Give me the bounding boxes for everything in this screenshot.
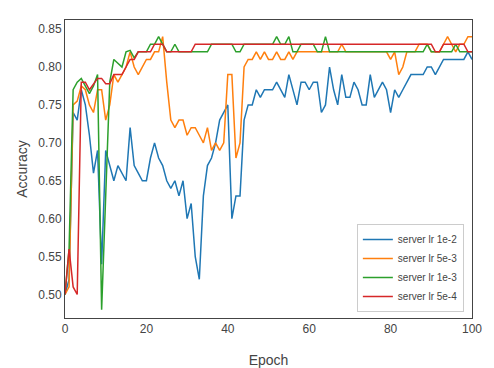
svg-text:Accuracy: Accuracy	[14, 140, 30, 198]
svg-text:Epoch: Epoch	[249, 352, 289, 368]
svg-text:server lr 5e-3: server lr 5e-3	[398, 253, 457, 264]
svg-text:0.60: 0.60	[38, 212, 62, 226]
svg-text:server lr 1e-3: server lr 1e-3	[398, 272, 457, 283]
svg-text:0.70: 0.70	[38, 136, 62, 150]
svg-text:0.75: 0.75	[38, 98, 62, 112]
svg-text:0: 0	[62, 322, 69, 336]
svg-text:20: 20	[140, 322, 154, 336]
svg-text:0.55: 0.55	[38, 250, 62, 264]
svg-text:40: 40	[221, 322, 235, 336]
svg-text:0.85: 0.85	[38, 22, 62, 36]
svg-text:server lr 5e-4: server lr 5e-4	[398, 291, 457, 302]
svg-text:0.50: 0.50	[38, 288, 62, 302]
svg-text:0.65: 0.65	[38, 174, 62, 188]
svg-text:60: 60	[303, 322, 317, 336]
svg-text:80: 80	[384, 322, 398, 336]
svg-text:0.80: 0.80	[38, 60, 62, 74]
svg-text:server lr 1e-2: server lr 1e-2	[398, 234, 457, 245]
svg-text:100: 100	[462, 322, 482, 336]
